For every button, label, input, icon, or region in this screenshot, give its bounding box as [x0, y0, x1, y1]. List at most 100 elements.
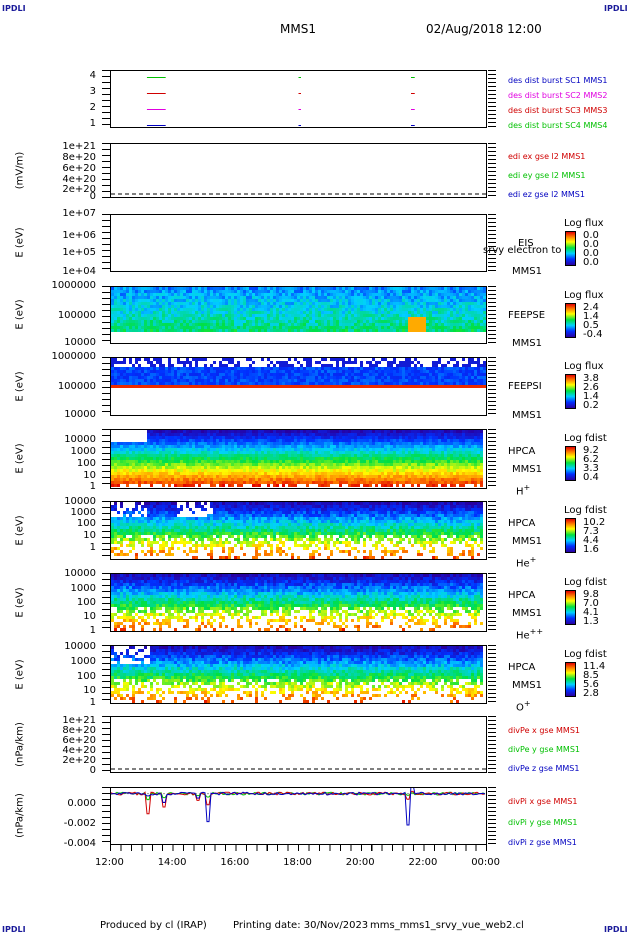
spectrogram-cell — [429, 430, 432, 433]
spectrogram-cell — [348, 290, 351, 293]
spectrogram-cell — [240, 329, 243, 332]
spectrogram-cell — [423, 460, 426, 463]
spectrogram-cell — [171, 469, 174, 472]
spectrogram-cell — [252, 442, 255, 445]
spectrogram-cell — [159, 460, 162, 463]
spectrogram-cell — [111, 296, 114, 299]
spectrogram-cell — [213, 376, 216, 379]
spectrogram-cell — [195, 317, 198, 320]
spectrogram-cell — [378, 433, 381, 436]
spectrogram-cell — [282, 320, 285, 323]
spectrogram-cell — [429, 454, 432, 457]
spectrogram-cell — [153, 314, 156, 317]
spectrogram-cell — [408, 463, 411, 466]
spectrogram-cell — [303, 382, 306, 385]
spectrogram-cell — [285, 469, 288, 472]
spectrogram-cell — [441, 364, 444, 367]
spectrogram-cell — [465, 320, 468, 323]
spectrogram-cell — [312, 445, 315, 448]
spectrogram-cell — [387, 320, 390, 323]
spectrogram-cell — [216, 481, 219, 484]
spectrogram-cell — [414, 445, 417, 448]
spectrogram-cell — [222, 370, 225, 373]
spectrogram-cell — [168, 463, 171, 466]
spectrogram-cell — [240, 302, 243, 305]
spectrogram-cell — [120, 361, 123, 364]
spectrogram-cell — [351, 308, 354, 311]
spectrogram-cell — [126, 320, 129, 323]
spectrogram-cell — [129, 370, 132, 373]
spectrogram-cell — [384, 323, 387, 326]
spectrogram-cell — [120, 329, 123, 332]
spectrogram-cell — [348, 382, 351, 385]
spectrogram-cell — [402, 454, 405, 457]
spectrogram-cell — [138, 308, 141, 311]
spectrogram-cell — [354, 472, 357, 475]
spectrogram-cell — [345, 442, 348, 445]
spectrogram-cell — [354, 457, 357, 460]
spectrogram-cell — [189, 370, 192, 373]
spectrogram-cell — [330, 296, 333, 299]
spectrogram-cell — [258, 385, 261, 388]
spectrogram-cell — [246, 457, 249, 460]
spectrogram-cell — [291, 469, 294, 472]
spectrogram-cell — [126, 290, 129, 293]
spectrogram-cell — [186, 469, 189, 472]
spectrogram-cell — [378, 305, 381, 308]
spectrogram-cell — [270, 463, 273, 466]
spectrogram-cell — [195, 451, 198, 454]
spectrogram-cell — [252, 457, 255, 460]
spectrogram-cell — [471, 305, 474, 308]
spectrogram-cell — [255, 463, 258, 466]
spectrogram-cell — [195, 445, 198, 448]
spectrogram-cell — [237, 379, 240, 382]
spectrogram-cell — [189, 484, 192, 487]
spectrogram-cell — [336, 373, 339, 376]
spectrogram-cell — [294, 430, 297, 433]
spectrogram-cell — [249, 475, 252, 478]
spectrogram-cell — [282, 436, 285, 439]
spectrogram-cell — [303, 376, 306, 379]
spectrogram-cell — [294, 472, 297, 475]
spectrogram-cell — [408, 439, 411, 442]
spectrogram-cell — [294, 442, 297, 445]
spectrogram-cell — [285, 472, 288, 475]
spectrogram-cell — [288, 326, 291, 329]
spectrogram-cell — [414, 433, 417, 436]
spectrogram-cell — [333, 481, 336, 484]
spectrogram-cell — [468, 287, 471, 290]
spectrogram-cell — [477, 358, 480, 361]
spectrogram-cell — [309, 373, 312, 376]
spectrogram-cell — [174, 290, 177, 293]
spectrogram-cell — [150, 472, 153, 475]
spectrogram-cell — [423, 463, 426, 466]
spectrogram-cell — [123, 466, 126, 469]
spectrogram-cell — [354, 358, 357, 361]
spectrogram-cell — [390, 433, 393, 436]
spectrogram-cell — [222, 376, 225, 379]
spectrogram-cell — [324, 442, 327, 445]
spectrogram-cell — [279, 448, 282, 451]
spectrogram-cell — [261, 463, 264, 466]
spectrogram-cell — [396, 382, 399, 385]
spectrogram-cell — [354, 329, 357, 332]
spectrogram-cell — [432, 445, 435, 448]
spectrogram-cell — [249, 317, 252, 320]
spectrogram-cell — [414, 308, 417, 311]
spectrogram-cell — [351, 317, 354, 320]
spectrogram-cell — [420, 305, 423, 308]
spectrogram-cell — [300, 385, 303, 388]
spectrogram-cell — [333, 469, 336, 472]
spectrogram-cell — [213, 439, 216, 442]
spectrogram-cell — [249, 299, 252, 302]
spectrogram-cell — [168, 451, 171, 454]
spectrogram-cell — [234, 439, 237, 442]
spectrogram-cell — [111, 373, 114, 376]
spectrogram-cell — [375, 287, 378, 290]
spectrogram-cell — [411, 287, 414, 290]
spectrogram-cell — [339, 308, 342, 311]
spectrogram-cell — [342, 293, 345, 296]
spectrogram-cell — [261, 376, 264, 379]
spectrogram-cell — [204, 451, 207, 454]
spectrogram-cell — [471, 299, 474, 302]
